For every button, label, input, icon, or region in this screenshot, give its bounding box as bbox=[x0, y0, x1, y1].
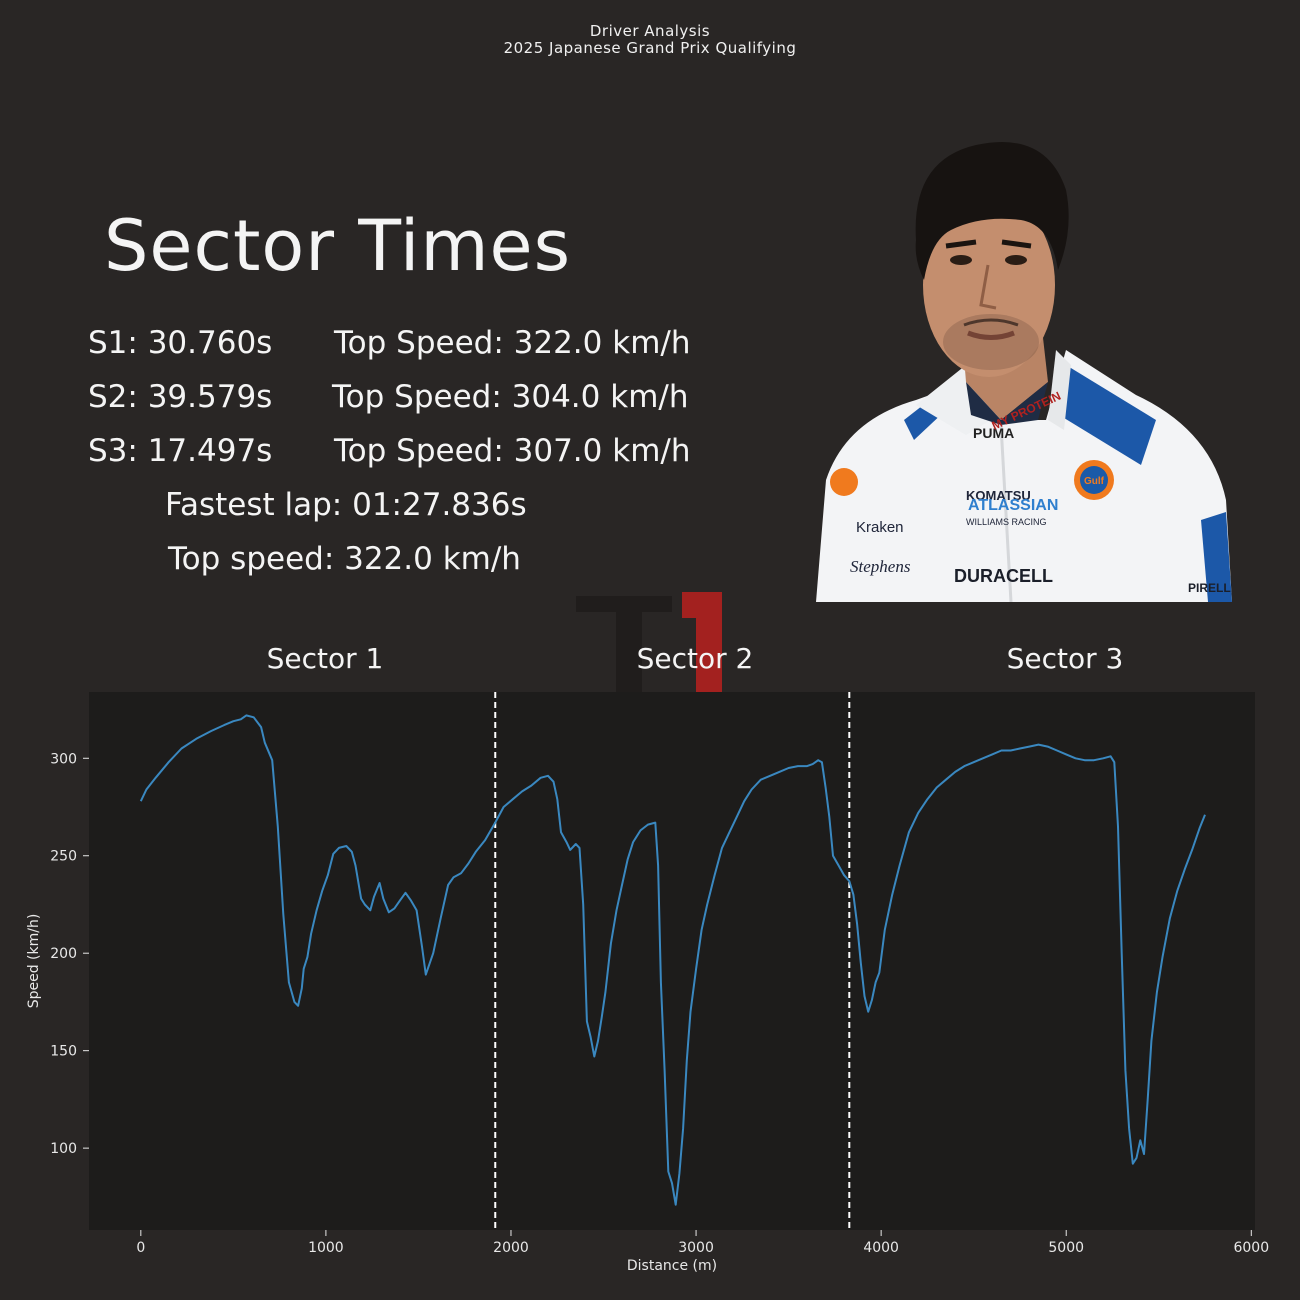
overall-top-speed: Top speed: 322.0 km/h bbox=[168, 541, 521, 577]
s3-top-speed: Top Speed: 307.0 km/h bbox=[334, 433, 691, 469]
s1-time: S1: 30.760s bbox=[88, 325, 273, 361]
chart-title: Driver Analysis bbox=[589, 22, 711, 40]
svg-text:PUMA: PUMA bbox=[973, 425, 1014, 441]
x-axis-label: Distance (m) bbox=[627, 1258, 717, 1274]
svg-text:DURACELL: DURACELL bbox=[954, 566, 1053, 586]
y-tick-label: 100 bbox=[50, 1141, 77, 1157]
y-tick-label: 200 bbox=[50, 946, 77, 962]
driver-portrait-icon: Gulf KOMATSU PUMA MY PROTEIN ATLASSIAN W… bbox=[816, 142, 1232, 602]
x-tick-label: 2000 bbox=[493, 1240, 529, 1256]
x-tick-label: 4000 bbox=[863, 1240, 899, 1256]
y-tick-label: 250 bbox=[50, 849, 77, 865]
y-tick-label: 300 bbox=[50, 751, 77, 767]
s1-top-speed: Top Speed: 322.0 km/h bbox=[334, 325, 691, 361]
y-axis-label: Speed (km/h) bbox=[26, 914, 42, 1009]
x-tick-label: 1000 bbox=[308, 1240, 344, 1256]
speed-trace-line bbox=[139, 714, 1206, 1206]
s2-time: S2: 39.579s bbox=[88, 379, 273, 415]
x-tick-label: 6000 bbox=[1233, 1240, 1269, 1256]
s2-top-speed: Top Speed: 304.0 km/h bbox=[332, 379, 689, 415]
sector-1-label: Sector 1 bbox=[266, 642, 384, 675]
svg-text:ATLASSIAN: ATLASSIAN bbox=[968, 497, 1058, 514]
y-tick-label: 150 bbox=[50, 1044, 77, 1060]
s3-time: S3: 17.497s bbox=[88, 433, 273, 469]
x-tick-label: 0 bbox=[136, 1240, 145, 1256]
svg-text:Kraken: Kraken bbox=[856, 519, 904, 536]
x-tick-label: 3000 bbox=[678, 1240, 714, 1256]
speed-chart: 0 1000 2000 3000 4000 5000 6000 100 150 200 250 30… bbox=[26, 692, 1269, 1274]
svg-text:Stephens: Stephens bbox=[850, 557, 911, 576]
svg-text:WILLIAMS RACING: WILLIAMS RACING bbox=[966, 517, 1047, 527]
svg-text:KOMATSU: KOMATSU bbox=[966, 488, 1031, 503]
chart-subtitle: 2025 Japanese Grand Prix Qualifying bbox=[503, 39, 797, 57]
sector-3-label: Sector 3 bbox=[1006, 642, 1124, 675]
sector-times-heading: Sector Times bbox=[104, 205, 572, 287]
sector-2-label: Sector 2 bbox=[636, 642, 754, 675]
svg-text:PIRELLI: PIRELLI bbox=[1188, 581, 1232, 595]
f1-logo-icon bbox=[576, 592, 722, 708]
x-tick-label: 5000 bbox=[1048, 1240, 1084, 1256]
plot-area bbox=[89, 692, 1255, 1230]
fastest-lap: Fastest lap: 01:27.836s bbox=[165, 487, 527, 523]
svg-text:Gulf: Gulf bbox=[1084, 476, 1105, 487]
